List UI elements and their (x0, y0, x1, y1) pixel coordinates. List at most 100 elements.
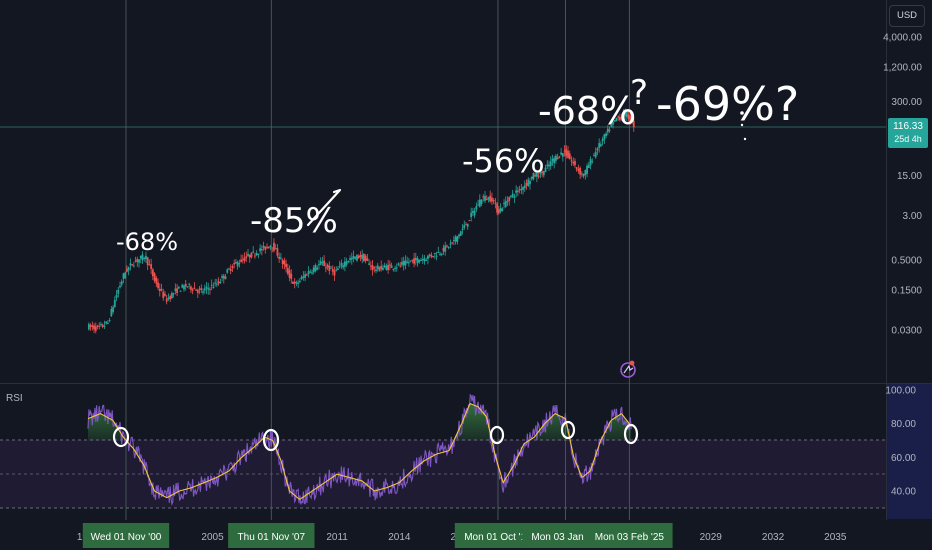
alert-icon[interactable] (620, 360, 636, 378)
candle-body (196, 290, 199, 293)
candle-countdown: 25d 4h (894, 134, 922, 144)
candle-body (231, 266, 234, 269)
rsi-circle-marker (560, 420, 576, 440)
price-tick-label: 1,200.00 (883, 62, 922, 73)
candle-body (146, 257, 149, 266)
candle-body (537, 175, 540, 177)
candle-body (380, 266, 383, 269)
candle-body (96, 325, 99, 327)
candle-body (328, 265, 331, 271)
candle-body (108, 320, 111, 322)
rsi-line[interactable] (87, 393, 632, 506)
candle-body (273, 242, 275, 251)
price-axis: 4,000.00 1,200.00 300.00 15.00 3.00 0.5000 0.1… (883, 33, 922, 337)
candle-body (191, 289, 194, 291)
last-price-value: 116.33 (893, 121, 923, 132)
currency-selector[interactable]: USD (889, 5, 925, 27)
candle-body (312, 267, 315, 273)
candle-body (416, 258, 419, 263)
candle-body (629, 115, 632, 123)
candle-body (148, 264, 151, 266)
candle-body (407, 262, 410, 264)
candle-body (544, 167, 547, 173)
candle-body (589, 159, 592, 166)
candle-body (333, 270, 336, 276)
candle-body (596, 148, 599, 151)
candle-body (164, 293, 166, 296)
pen-dot (740, 111, 744, 115)
candle-body (447, 247, 450, 249)
time-axis-date-labels: Wed 01 Nov '00 Thu 01 Nov '07 Mon 01 Oct '… (82, 523, 673, 548)
candle-body (340, 262, 343, 266)
candle-body (364, 255, 367, 261)
drawdown-annotation: ? (630, 73, 648, 113)
candle-body (305, 274, 308, 276)
candle-body (463, 225, 466, 229)
rsi-tick-label: 60.00 (891, 453, 916, 464)
drawdown-annotation: -68% (116, 228, 178, 256)
candle-body (565, 149, 568, 156)
candle-body (530, 176, 533, 179)
candle-body (177, 286, 180, 289)
candle-body (314, 265, 317, 271)
candle-body (392, 268, 395, 270)
candle-body (399, 265, 402, 267)
candle-body (100, 324, 102, 326)
candle-body (214, 282, 217, 284)
candle-body (361, 254, 364, 260)
candle-body (373, 267, 376, 269)
candle-body (266, 246, 268, 248)
candle-body (586, 165, 588, 174)
candle-body (608, 129, 611, 131)
candle-body (561, 153, 564, 157)
candle-body (439, 253, 441, 255)
price-pane[interactable] (0, 0, 886, 383)
candle-body (497, 209, 500, 214)
rsi-indicator-label[interactable]: RSI (6, 393, 23, 404)
candle-body (283, 260, 286, 265)
candle-body (549, 161, 552, 166)
candle-body (331, 268, 334, 272)
candle-body (226, 269, 229, 273)
time-tick-label: 2011 (326, 532, 348, 543)
time-tick-label: 2014 (388, 532, 411, 543)
candle-body (110, 308, 113, 317)
candle-body (267, 246, 270, 249)
candle-body (487, 197, 490, 200)
candle-body (484, 195, 486, 201)
candle-body (155, 277, 158, 284)
candle-body (548, 164, 550, 167)
candle-body (120, 281, 123, 285)
candle-body (622, 114, 625, 118)
candle-body (553, 158, 556, 164)
candle-body (461, 228, 464, 230)
candle-body (357, 255, 360, 259)
candle-body (127, 267, 130, 271)
candle-body (276, 247, 279, 256)
candle-body (510, 195, 512, 197)
candle-body (356, 254, 358, 261)
rsi-moving-average-line[interactable] (87, 402, 632, 500)
candle-body (551, 158, 554, 162)
candle-body (511, 193, 514, 197)
candle-body (605, 133, 607, 137)
candle-body (518, 189, 521, 191)
candle-body (492, 200, 495, 202)
candle-body (558, 156, 561, 158)
candle-body (593, 155, 595, 157)
candle-body (181, 284, 184, 288)
candle-body (577, 169, 580, 171)
candle-body (103, 326, 106, 328)
candle-body (539, 170, 542, 175)
candle-body (139, 255, 142, 259)
candle-body (274, 248, 277, 250)
candle-body (352, 256, 355, 259)
candle-body (124, 272, 127, 279)
candle-body (421, 258, 424, 260)
candle-body (347, 260, 350, 262)
candle-body (151, 269, 154, 277)
candle-body (150, 264, 153, 269)
candle-body (169, 296, 172, 300)
candle-body (411, 259, 414, 261)
